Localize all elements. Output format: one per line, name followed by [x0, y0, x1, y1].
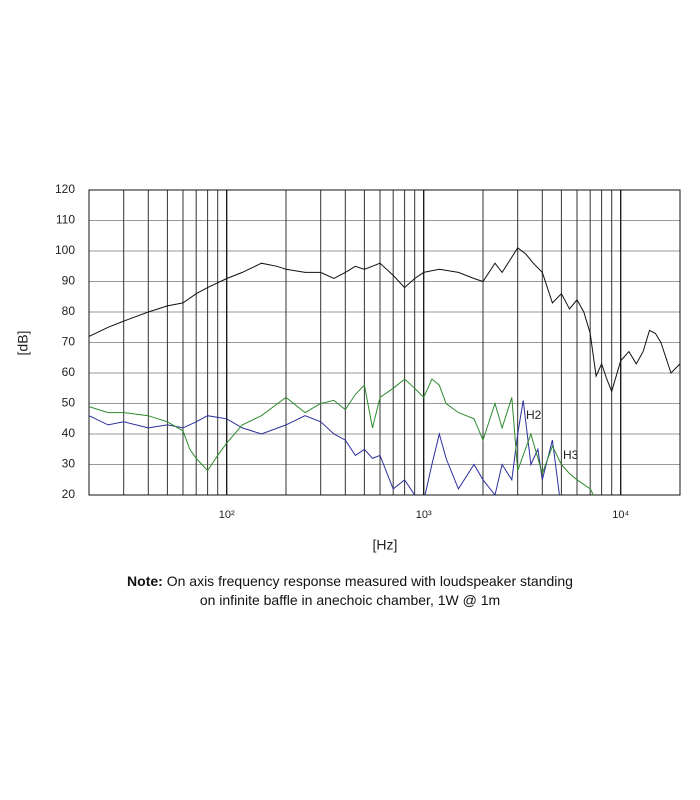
x-tick-label: 10³ — [416, 509, 432, 521]
y-tick-label: 100 — [55, 243, 75, 257]
series-line — [89, 247, 680, 393]
series-line — [89, 378, 595, 495]
y-tick-label: 80 — [62, 304, 76, 318]
note-label: Note: — [127, 573, 163, 589]
plot-area — [89, 247, 680, 495]
y-tick-label: 30 — [62, 457, 76, 471]
chart: [dB] [Hz] 20 30 40 50 60 70 80 90 100 110 120 10² 10… — [15, 182, 681, 553]
x-tick-label: 10² — [219, 509, 235, 521]
x-tick-label: 10⁴ — [612, 509, 629, 521]
note: Note: On axis frequency response measure… — [120, 572, 580, 610]
series-annotation: H2 — [526, 408, 542, 422]
y-tick-label: 90 — [62, 274, 76, 288]
y-axis-label: [dB] — [15, 331, 31, 356]
plot-frame — [88, 189, 681, 496]
y-tick-label: 40 — [62, 426, 76, 440]
y-tick-label: 120 — [55, 182, 75, 196]
y-tick-label: 70 — [62, 335, 76, 349]
note-text: On axis frequency response measured with… — [166, 573, 573, 608]
series-annotation: H3 — [563, 448, 579, 462]
y-tick-label: 60 — [62, 365, 76, 379]
series-line — [89, 400, 560, 495]
x-axis-label: [Hz] — [373, 537, 398, 553]
y-tick-label: 50 — [62, 396, 76, 410]
y-tick-label: 20 — [62, 487, 76, 501]
y-tick-label: 110 — [56, 213, 75, 227]
